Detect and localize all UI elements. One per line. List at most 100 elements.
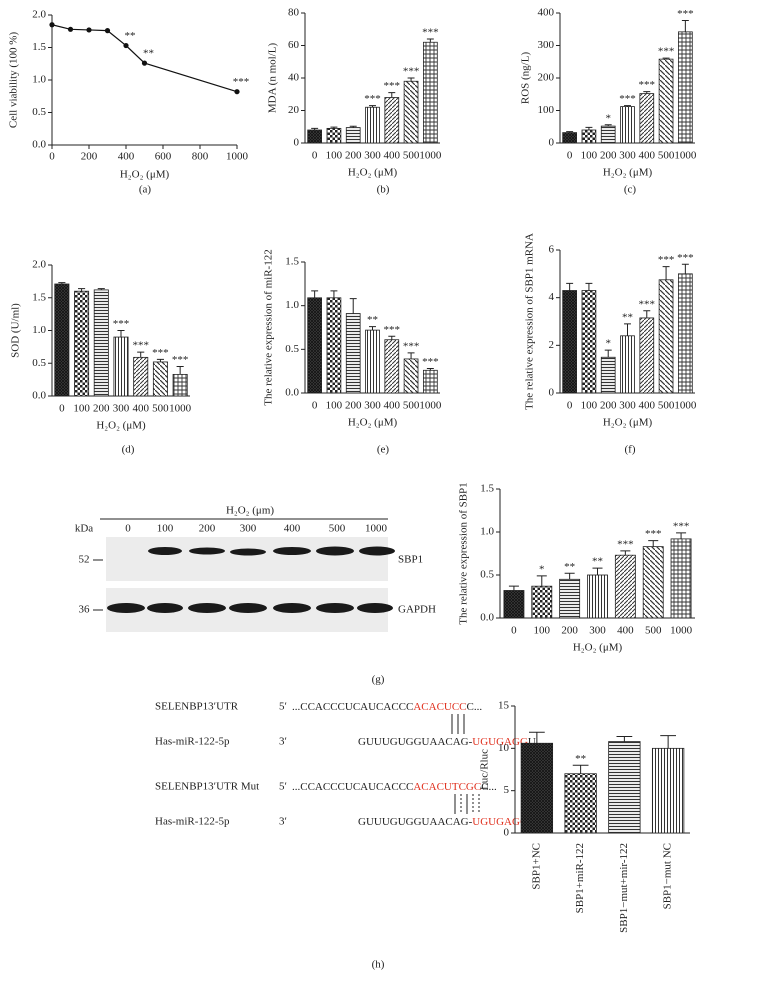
point	[86, 27, 92, 33]
significance-label: ***	[364, 93, 381, 105]
x-tick-label: SBP1−mut+mir-122	[618, 843, 630, 933]
error-bar	[566, 131, 574, 133]
blot-bands	[107, 546, 395, 613]
bar	[639, 317, 655, 394]
bar	[307, 129, 322, 144]
bar	[403, 358, 419, 394]
bar	[670, 538, 692, 619]
bar	[559, 578, 581, 619]
seq-seed: UGUGAGG	[472, 816, 528, 828]
error-bar	[624, 323, 631, 336]
y-axis-label: ROS (ng/L)	[520, 52, 532, 105]
error-bar	[407, 77, 415, 82]
y-axis-label: SOD (U/ml)	[10, 303, 22, 358]
y-axis-label: The relative expression of SBP1	[458, 482, 470, 624]
y-tick-label: 1.5	[480, 483, 494, 495]
point	[49, 22, 55, 28]
seq-name: SELENBP13′UTR Mut	[155, 781, 259, 793]
error-bar	[426, 38, 434, 43]
x-tick-label: 1000	[670, 625, 693, 637]
lane-label: 1000	[365, 523, 388, 535]
bar	[678, 31, 693, 144]
y-tick-label: 2.0	[32, 259, 46, 271]
significance-label: ***	[422, 356, 439, 368]
seq-part: GUUUGUGGUAACAG-	[358, 816, 473, 828]
bar	[587, 574, 608, 619]
y-tick-label: 0.5	[480, 569, 494, 581]
x-axis-label: H₂O₂ (μM)	[348, 417, 398, 429]
significance-label: *	[605, 338, 611, 350]
seq-seed: ACACUCC	[413, 701, 466, 713]
significance-label: ***	[617, 538, 634, 550]
seq-part: C...	[467, 701, 483, 713]
significance-label: ***	[645, 528, 662, 540]
x-tick-label: 200	[345, 150, 362, 162]
bar	[365, 329, 380, 394]
error-bar	[97, 288, 105, 290]
y-tick-label: 200	[538, 72, 555, 84]
x-tick-label: 300	[589, 625, 606, 637]
bar	[152, 361, 168, 397]
seq-end: 3′	[279, 816, 287, 828]
x-tick-label: 1000	[674, 400, 697, 412]
y-tick-label: 10	[498, 742, 510, 754]
x-tick-label: 500	[645, 625, 662, 637]
panel-label: (h)	[372, 959, 385, 971]
point	[104, 28, 111, 34]
y-tick-label: 1.0	[32, 74, 46, 86]
error-bar	[330, 126, 338, 129]
x-axis-label: H₂O₂ (μM)	[120, 169, 170, 181]
bar	[639, 93, 655, 144]
error-bar	[529, 731, 545, 744]
bar	[600, 356, 616, 394]
x-tick-label: 400	[384, 150, 401, 162]
x-tick-label: 0	[567, 150, 573, 162]
y-tick-label: 400	[538, 7, 555, 19]
error-bar	[648, 540, 659, 547]
error-bar	[176, 366, 184, 375]
error-bar	[585, 282, 593, 291]
x-axis-label: H₂O₂ (μM)	[348, 167, 398, 179]
error-bar	[156, 358, 164, 362]
y-tick-label: 0.0	[480, 612, 494, 624]
error-bar	[388, 92, 396, 98]
marker-label: 36	[79, 604, 91, 616]
error-bar	[330, 290, 338, 298]
blot-header: H₂O₂ (μm)	[226, 505, 274, 517]
error-bar	[620, 550, 631, 556]
x-tick-label: SBP1+miR-122	[574, 843, 586, 913]
bar	[172, 373, 188, 397]
x-tick-label: 100	[581, 150, 598, 162]
band-label: SBP1	[398, 554, 423, 566]
bar	[365, 106, 380, 144]
bar	[581, 129, 597, 144]
error-bar	[662, 57, 670, 60]
bar	[345, 313, 361, 394]
error-bar	[369, 105, 376, 108]
seq-end: 3′	[279, 736, 287, 748]
error-bar	[388, 335, 396, 340]
bar	[608, 741, 641, 834]
x-tick-label: 200	[93, 403, 110, 415]
error-bar	[572, 764, 589, 774]
y-tick-label: 1.0	[480, 526, 494, 538]
seq-part: ...CCACCCUCAUCACCC	[292, 781, 413, 793]
bar	[620, 335, 635, 394]
significance-label: *	[605, 112, 611, 124]
error-bar	[137, 351, 145, 358]
x-tick-label: 300	[619, 150, 636, 162]
error-bar	[117, 330, 125, 338]
bar	[74, 290, 90, 397]
error-bar	[585, 126, 593, 130]
bar	[326, 297, 342, 394]
error-bar	[604, 349, 612, 358]
blot-strip	[106, 537, 388, 581]
x-tick-label: 0	[59, 403, 65, 415]
y-tick-label: 1.5	[32, 41, 46, 53]
significance-label: ***	[658, 254, 675, 266]
y-tick-label: 0	[294, 137, 300, 149]
bar	[564, 773, 597, 834]
significance-label: **	[367, 314, 378, 326]
x-tick-label: 0	[312, 400, 318, 412]
error-bar	[311, 290, 319, 298]
